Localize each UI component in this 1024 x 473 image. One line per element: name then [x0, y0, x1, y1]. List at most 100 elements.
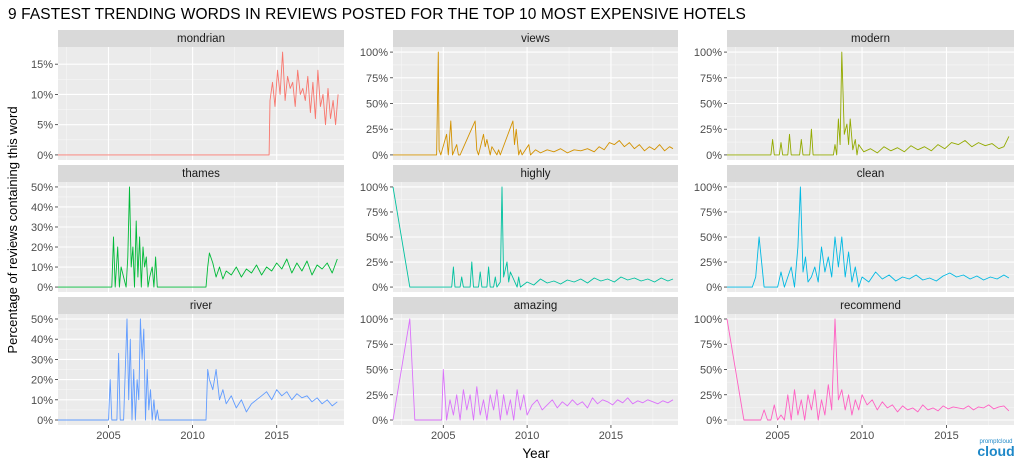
facet-label: modern: [851, 33, 890, 45]
y-tick-label: 25%: [700, 124, 722, 136]
facet-label: views: [521, 33, 550, 45]
facet-strip: [393, 165, 678, 182]
y-tick-label: 50%: [700, 99, 722, 111]
y-tick-label: 20%: [31, 375, 53, 387]
facet-label: thames: [182, 168, 220, 180]
x-tick-label: 2015: [264, 430, 288, 442]
y-tick-label: 0%: [372, 415, 388, 427]
y-axis-label: Percentage of reviews containing this wo…: [5, 106, 20, 353]
y-tick-label: 100%: [360, 47, 388, 59]
series-line-mondrian: [58, 51, 339, 156]
y-tick-label: 25%: [366, 124, 388, 136]
facet-strip: [393, 30, 678, 47]
series-line-river: [58, 318, 338, 421]
series-line-thames: [58, 186, 338, 288]
y-tick-label: 100%: [694, 47, 722, 59]
y-tick-label: 50%: [700, 365, 722, 377]
y-tick-label: 100%: [694, 314, 722, 326]
facet-modern: modern 0% 25% 50% 75% 100%: [694, 30, 1014, 162]
y-tick-label: 0%: [706, 150, 722, 162]
series-line-views: [393, 51, 674, 156]
y-tick-label: 100%: [360, 182, 388, 194]
logo-text: cloud: [977, 443, 1014, 459]
y-tick-label: 100%: [360, 314, 388, 326]
series-line-clean: [727, 186, 1010, 288]
series-line-modern: [727, 51, 1010, 156]
x-tick-label: 2005: [765, 430, 789, 442]
facet-strip: [393, 297, 678, 314]
y-tick-label: 0%: [37, 282, 53, 294]
y-tick-label: 50%: [700, 232, 722, 244]
y-tick-label: 75%: [366, 207, 388, 219]
y-tick-label: 5%: [37, 120, 53, 132]
y-tick-label: 25%: [700, 390, 722, 402]
logo-small-text: promptcloud: [979, 439, 1012, 445]
facet-strip: [727, 165, 1014, 182]
y-tick-label: 0%: [37, 415, 53, 427]
y-tick-label: 75%: [366, 73, 388, 85]
y-tick-label: 50%: [31, 314, 53, 326]
facet-highly: highly 0% 25% 50% 75% 100%: [360, 165, 678, 294]
series-line-highly: [392, 186, 674, 288]
x-tick-label: 2010: [850, 430, 874, 442]
facet-label: recommend: [840, 300, 901, 312]
facet-strip: [727, 30, 1014, 47]
y-tick-label: 25%: [366, 257, 388, 269]
x-tick-label: 2005: [431, 430, 455, 442]
y-tick-label: 0%: [372, 150, 388, 162]
x-tick-label: 2005: [96, 430, 120, 442]
y-tick-label: 75%: [366, 339, 388, 351]
panel-background: [58, 47, 344, 160]
facet-mondrian: mondrian 0% 5% 10% 15%: [31, 30, 344, 162]
facet-strip: [58, 30, 344, 47]
y-tick-label: 75%: [700, 339, 722, 351]
x-axis-label: Year: [522, 446, 550, 461]
x-tick-label: 2015: [599, 430, 623, 442]
y-tick-label: 30%: [31, 354, 53, 366]
y-tick-label: 15%: [31, 59, 53, 71]
x-tick-label: 2010: [180, 430, 204, 442]
facet-thames: thames 0% 10% 20% 30% 40% 50%: [31, 165, 344, 294]
y-tick-label: 50%: [366, 99, 388, 111]
y-tick-label: 50%: [366, 232, 388, 244]
chart-title: 9 FASTEST TRENDING WORDS IN REVIEWS POST…: [8, 6, 746, 23]
y-tick-label: 100%: [694, 182, 722, 194]
y-tick-label: 25%: [366, 390, 388, 402]
series-line-amazing: [392, 318, 674, 421]
y-tick-label: 50%: [366, 365, 388, 377]
facet-label: river: [190, 300, 213, 312]
y-tick-label: 0%: [706, 415, 722, 427]
facet-label: mondrian: [177, 33, 225, 45]
facet-amazing: amazing 0% 25% 50% 75% 100% 2005 2010 2015: [360, 297, 678, 442]
y-tick-label: 75%: [700, 73, 722, 85]
y-tick-label: 0%: [37, 150, 53, 162]
y-tick-label: 40%: [31, 334, 53, 346]
promptcloud-logo: promptcloud cloud: [974, 435, 1018, 464]
y-tick-label: 40%: [31, 202, 53, 214]
facet-strip: [727, 297, 1014, 314]
facet-views: views 0% 25% 50% 75% 100%: [360, 30, 678, 162]
y-tick-label: 25%: [700, 257, 722, 269]
y-tick-label: 0%: [706, 282, 722, 294]
y-tick-label: 50%: [31, 182, 53, 194]
y-tick-label: 0%: [372, 282, 388, 294]
y-tick-label: 10%: [31, 89, 53, 101]
series-line-recommend: [726, 318, 1010, 421]
facet-clean: clean 0% 25% 50% 75% 100%: [694, 165, 1014, 294]
y-tick-label: 10%: [31, 395, 53, 407]
facet-label: amazing: [514, 300, 557, 312]
y-tick-label: 10%: [31, 262, 53, 274]
facet-label: clean: [857, 168, 885, 180]
x-tick-label: 2015: [934, 430, 958, 442]
facet-river: river 0% 10% 20% 30% 40% 50% 2005 2010 2015: [31, 297, 344, 442]
facet-strip: [58, 297, 344, 314]
facet-label: highly: [520, 168, 550, 180]
x-tick-label: 2010: [515, 430, 539, 442]
y-tick-label: 75%: [700, 207, 722, 219]
y-tick-label: 30%: [31, 222, 53, 234]
facet-recommend: recommend 0% 25% 50% 75% 100% 2005 2010 2015: [694, 297, 1014, 442]
y-tick-label: 20%: [31, 242, 53, 254]
facet-strip: [58, 165, 344, 182]
